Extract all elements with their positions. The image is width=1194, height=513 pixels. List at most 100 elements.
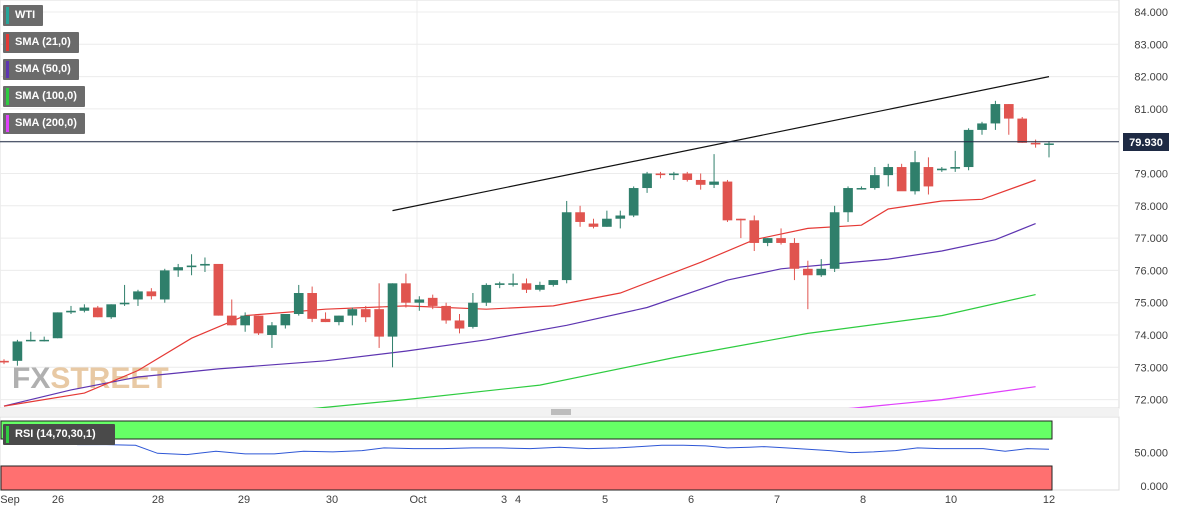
candle	[628, 186, 639, 218]
candle	[200, 257, 210, 273]
candle-body	[655, 173, 666, 176]
legend-item[interactable]: WTI	[3, 5, 44, 26]
legend-label: SMA (100,0)	[15, 90, 77, 102]
sma-50-line	[3, 223, 1036, 407]
x-tick-label: 6	[688, 494, 694, 506]
candle-body	[628, 188, 639, 216]
candle-body	[334, 315, 344, 323]
candle	[762, 238, 773, 247]
rsi-tick-label: 0.000	[1140, 481, 1168, 493]
candle	[280, 314, 291, 329]
legend-swatch	[6, 88, 9, 105]
candle	[963, 128, 974, 171]
legend-item[interactable]: SMA (50,0)	[3, 59, 79, 80]
candle	[856, 186, 867, 190]
candle-body	[25, 339, 36, 342]
candle-body	[990, 104, 1001, 124]
candle	[307, 286, 317, 323]
candle	[119, 284, 130, 306]
candle	[736, 218, 746, 239]
y-tick-label: 84.000	[1134, 7, 1168, 19]
y-tick-label: 83.000	[1134, 39, 1168, 51]
candle	[320, 312, 331, 323]
grip-icon[interactable]	[551, 409, 571, 415]
candle-body	[856, 188, 867, 190]
candle	[535, 281, 545, 292]
candle-body	[119, 302, 130, 305]
candle-body	[977, 123, 987, 130]
legend-item[interactable]: SMA (21,0)	[3, 32, 79, 53]
rsi-tick-label: 50.000	[1134, 448, 1168, 460]
trendline	[392, 76, 1050, 212]
y-tick-label: 81.000	[1134, 104, 1168, 116]
candle	[990, 100, 1001, 130]
candle	[977, 121, 987, 135]
candle-body	[200, 263, 210, 266]
candle-body	[695, 179, 706, 185]
candle-body	[829, 212, 840, 269]
candle	[695, 173, 706, 190]
candle-body	[468, 302, 478, 327]
moving-average-lines	[3, 76, 1050, 414]
candle-body	[293, 293, 304, 315]
candle	[401, 273, 411, 308]
candle-body	[1044, 143, 1054, 145]
rsi-legend[interactable]: RSI (14,70,30,1)	[3, 424, 115, 445]
candle-body	[106, 304, 117, 318]
candle	[1017, 116, 1028, 143]
legend-label: SMA (50,0)	[15, 63, 71, 75]
candle	[883, 163, 894, 187]
candle-body	[387, 283, 398, 337]
candle-body	[307, 293, 317, 319]
candle-body	[910, 162, 920, 192]
x-tick-label: 10	[945, 494, 957, 506]
candle	[776, 228, 786, 245]
candle	[387, 283, 398, 368]
x-tick-label: Sep	[0, 494, 20, 506]
sma-21-line	[3, 179, 1036, 407]
legend-swatch	[6, 34, 9, 51]
candle-body	[267, 325, 277, 335]
candle-body	[508, 283, 518, 285]
candle-body	[454, 320, 465, 329]
x-tick-label: 7	[774, 494, 780, 506]
candle-body	[803, 268, 813, 276]
candle	[816, 259, 827, 277]
candle	[267, 322, 277, 348]
candle	[253, 315, 264, 335]
candle-body	[441, 305, 451, 321]
candle	[1044, 141, 1054, 158]
candle-body	[776, 238, 786, 243]
candle-body	[722, 181, 733, 221]
rsi-legend-label: RSI (14,70,30,1)	[15, 428, 96, 440]
candle-body	[481, 284, 492, 303]
candle	[588, 218, 599, 229]
candle	[709, 154, 719, 189]
x-tick-label: 8	[860, 494, 866, 506]
candle	[602, 210, 612, 227]
legend-swatch	[6, 61, 9, 78]
candle-body	[789, 242, 800, 269]
candle	[347, 307, 358, 326]
candle	[374, 283, 384, 348]
legend-item[interactable]: SMA (200,0)	[3, 113, 85, 134]
candle-body	[950, 167, 961, 169]
x-tick-label: 4	[515, 494, 521, 506]
candle-body	[226, 315, 237, 326]
candle-body	[92, 307, 103, 318]
candle-body	[1030, 142, 1041, 145]
candle	[240, 312, 250, 332]
rsi-swatch	[6, 426, 9, 443]
candle	[106, 304, 117, 319]
legend-item[interactable]: SMA (100,0)	[3, 86, 85, 107]
candle-body	[240, 315, 250, 326]
candle-body	[561, 212, 572, 281]
candle-body	[521, 283, 532, 290]
candlestick-series	[0, 100, 1054, 368]
candle-body	[52, 312, 63, 339]
candle	[843, 186, 853, 222]
candle	[682, 171, 693, 182]
candle	[334, 315, 344, 326]
candle	[146, 288, 157, 300]
